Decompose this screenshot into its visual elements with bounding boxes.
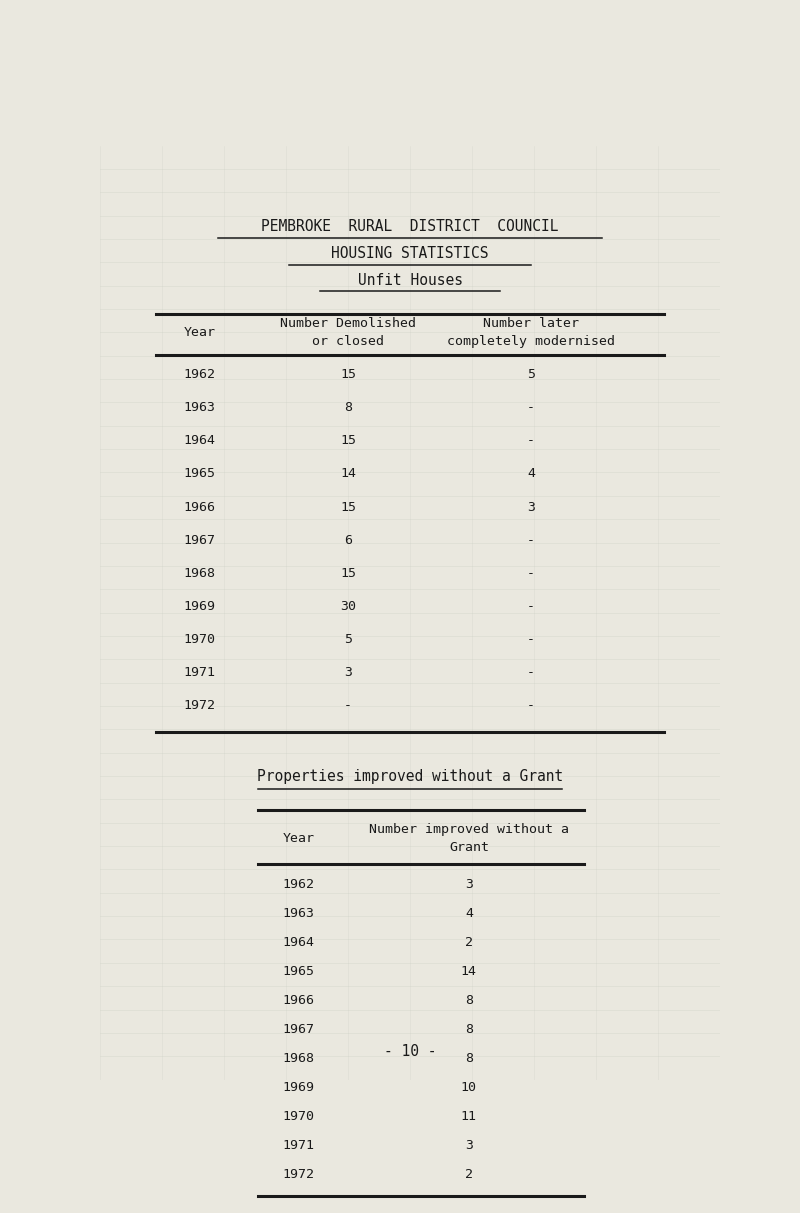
Text: 1967: 1967 [184,534,216,547]
Text: -: - [527,566,535,580]
Text: HOUSING STATISTICS: HOUSING STATISTICS [331,246,489,262]
Text: Number later
completely modernised: Number later completely modernised [447,317,615,348]
Text: 15: 15 [340,434,356,448]
Text: 1971: 1971 [184,666,216,679]
Text: 1969: 1969 [282,1081,314,1094]
Text: 1972: 1972 [282,1168,314,1181]
Text: -: - [527,700,535,712]
Text: 15: 15 [340,566,356,580]
Text: 2: 2 [465,1168,473,1181]
Text: 1962: 1962 [184,368,216,381]
Text: 8: 8 [465,1023,473,1036]
Text: 8: 8 [465,995,473,1007]
Text: Number Demolished
or closed: Number Demolished or closed [280,317,416,348]
Text: 1967: 1967 [282,1023,314,1036]
Text: 1969: 1969 [184,600,216,613]
Text: Unfit Houses: Unfit Houses [358,273,462,287]
Text: -: - [527,534,535,547]
Text: -: - [527,633,535,647]
Text: 1963: 1963 [282,907,314,921]
Text: 1964: 1964 [282,936,314,950]
Text: -: - [527,600,535,613]
Text: 8: 8 [344,402,352,414]
Text: 1971: 1971 [282,1139,314,1152]
Text: 3: 3 [465,878,473,892]
Text: 15: 15 [340,368,356,381]
Text: 1963: 1963 [184,402,216,414]
Text: 8: 8 [465,1052,473,1065]
Text: -: - [527,666,535,679]
Text: 2: 2 [465,936,473,950]
Text: Properties improved without a Grant: Properties improved without a Grant [257,769,563,784]
Text: 4: 4 [465,907,473,921]
Text: -: - [527,434,535,448]
Text: Year: Year [184,326,216,338]
Text: 1970: 1970 [184,633,216,647]
Text: 30: 30 [340,600,356,613]
Text: 14: 14 [461,966,477,978]
Text: 5: 5 [527,368,535,381]
Text: 1972: 1972 [184,700,216,712]
Text: 6: 6 [344,534,352,547]
Text: 1968: 1968 [282,1052,314,1065]
Text: 10: 10 [461,1081,477,1094]
Text: 3: 3 [527,501,535,513]
Text: Number improved without a
Grant: Number improved without a Grant [369,822,569,854]
Text: 11: 11 [461,1110,477,1123]
Text: 5: 5 [344,633,352,647]
Text: 1968: 1968 [184,566,216,580]
Text: 14: 14 [340,467,356,480]
Text: 4: 4 [527,467,535,480]
Text: 1966: 1966 [282,995,314,1007]
Text: 1966: 1966 [184,501,216,513]
Text: PEMBROKE  RURAL  DISTRICT  COUNCIL: PEMBROKE RURAL DISTRICT COUNCIL [262,220,558,234]
Text: 3: 3 [465,1139,473,1152]
Text: - 10 -: - 10 - [384,1044,436,1059]
Text: Year: Year [282,832,314,844]
Text: 1970: 1970 [282,1110,314,1123]
Text: -: - [344,700,352,712]
Text: -: - [527,402,535,414]
Text: 1965: 1965 [184,467,216,480]
Text: 15: 15 [340,501,356,513]
Text: 1964: 1964 [184,434,216,448]
Text: 1962: 1962 [282,878,314,892]
Text: 1965: 1965 [282,966,314,978]
Text: 3: 3 [344,666,352,679]
